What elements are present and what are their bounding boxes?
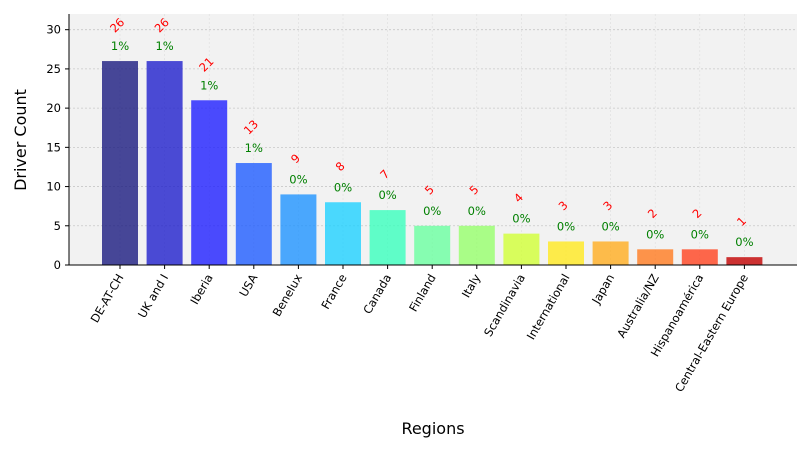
percent-label: 0% — [289, 172, 307, 186]
x-tick-label: Italy — [459, 271, 484, 300]
bar-australia-nz — [637, 249, 674, 265]
percent-labels: 1% 1% 1% 1% 0% 0% 0% 0% 0% 0% 0% 0% 0% 0% 0% — [111, 39, 754, 249]
bar-finland — [414, 225, 451, 265]
y-tick-label: 25 — [46, 62, 61, 76]
percent-label: 0% — [601, 219, 619, 233]
x-axis-ticks: DE-AT-CH UK and I Iberia USA Benelux France Ca… — [88, 265, 751, 394]
bar-de-at-ch — [102, 61, 138, 265]
x-axis-title: Regions — [401, 419, 464, 438]
x-tick-label: Scandinavia — [481, 272, 528, 339]
percent-label: 0% — [423, 204, 441, 218]
bar-france — [325, 202, 361, 265]
y-axis-title: Driver Count — [11, 89, 30, 191]
percent-label: 1% — [200, 78, 218, 92]
plot-background — [69, 14, 797, 265]
y-axis-ticks: 0 5 10 15 20 25 30 — [46, 23, 69, 272]
x-tick-label: Finland — [406, 272, 439, 315]
y-tick-label: 5 — [54, 219, 61, 233]
x-tick-label: Canada — [360, 272, 394, 317]
bar-uk-and-i — [146, 61, 183, 265]
bar-usa — [235, 163, 272, 265]
percent-label: 0% — [735, 235, 753, 249]
bar-hispanoam-rica — [681, 249, 718, 265]
bar-benelux — [280, 194, 317, 265]
y-tick-label: 10 — [46, 180, 61, 194]
x-tick-label: UK and I — [135, 272, 171, 321]
percent-label: 1% — [245, 141, 263, 155]
x-tick-label: Australia/NZ — [614, 271, 662, 340]
x-tick-label: Benelux — [270, 271, 306, 319]
y-tick-label: 15 — [46, 140, 61, 154]
percent-label: 0% — [646, 227, 664, 241]
bar-series — [102, 61, 763, 265]
x-tick-label: International — [524, 272, 573, 343]
x-tick-label: USA — [236, 271, 260, 299]
x-tick-label: DE-AT-CH — [88, 272, 127, 326]
percent-label: 0% — [557, 219, 575, 233]
percent-label: 0% — [691, 227, 709, 241]
y-tick-label: 0 — [54, 258, 61, 272]
bar-italy — [458, 225, 495, 265]
y-tick-label: 30 — [46, 23, 61, 37]
percent-label: 1% — [155, 39, 173, 53]
bar-central-eastern-europe — [726, 257, 763, 265]
x-tick-label: France — [318, 272, 349, 312]
y-tick-label: 20 — [46, 101, 61, 115]
bar-canada — [369, 210, 406, 265]
x-tick-label: Iberia — [187, 272, 215, 307]
percent-label: 0% — [468, 204, 486, 218]
percent-label: 0% — [378, 188, 396, 202]
bar-iberia — [191, 100, 228, 265]
percent-label: 1% — [111, 39, 129, 53]
percent-label: 0% — [512, 212, 530, 226]
percent-label: 0% — [334, 180, 352, 194]
bar-international — [548, 241, 584, 265]
bar-scandinavia — [503, 233, 540, 265]
bar-japan — [592, 241, 629, 265]
x-tick-label: Japan — [589, 272, 618, 308]
